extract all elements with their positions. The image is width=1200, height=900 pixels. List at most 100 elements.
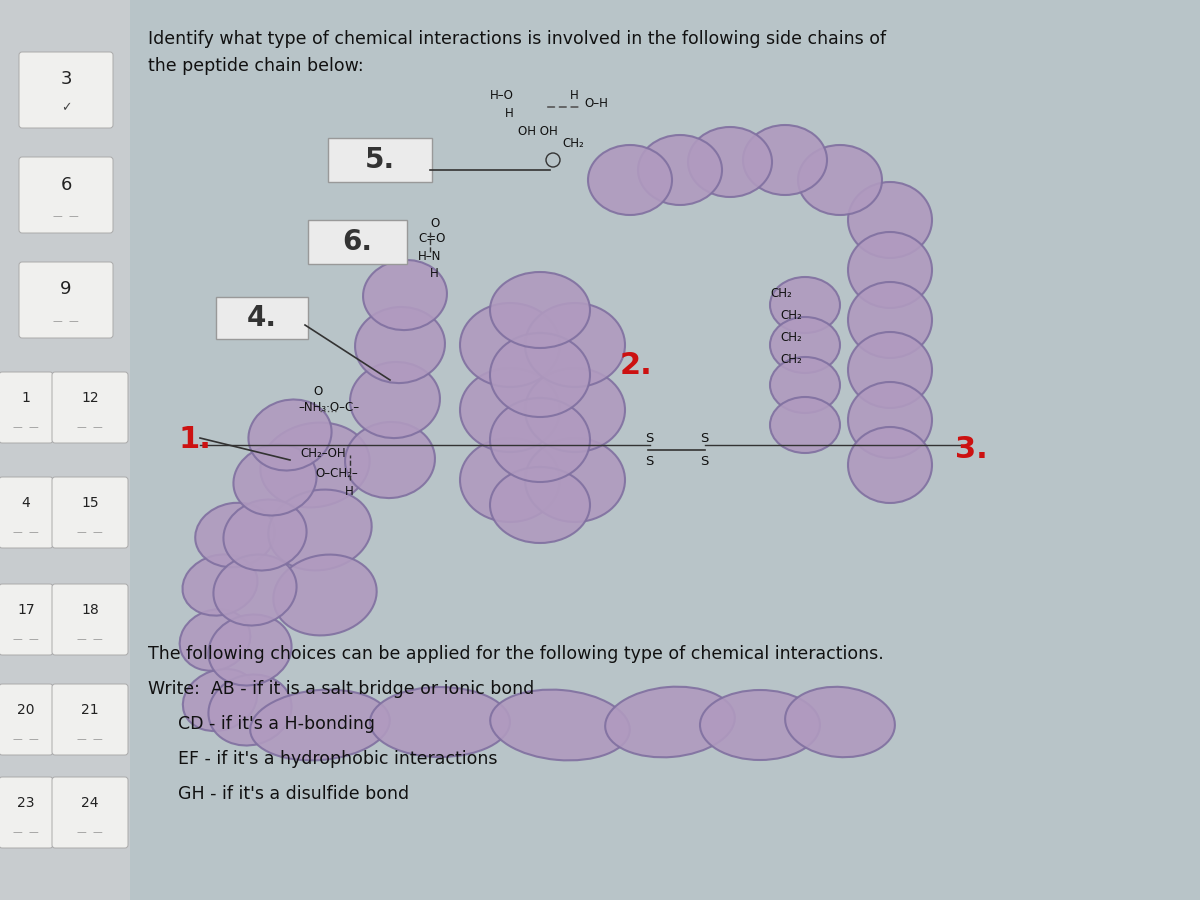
Ellipse shape <box>605 687 734 757</box>
Text: CH₂: CH₂ <box>780 353 802 366</box>
FancyBboxPatch shape <box>52 777 128 848</box>
Ellipse shape <box>490 333 590 417</box>
Ellipse shape <box>214 554 296 626</box>
Text: 24: 24 <box>82 796 98 810</box>
Text: —  —: — — <box>77 527 103 537</box>
Ellipse shape <box>460 368 560 452</box>
Ellipse shape <box>848 382 932 458</box>
Text: CD - if it's a H-bonding: CD - if it's a H-bonding <box>178 715 374 733</box>
Text: CH₂: CH₂ <box>780 309 802 322</box>
Text: 4: 4 <box>22 496 30 509</box>
Text: 3: 3 <box>60 70 72 88</box>
Text: —  —: — — <box>77 734 103 744</box>
Text: S: S <box>646 455 653 468</box>
Ellipse shape <box>209 674 292 745</box>
Text: 12: 12 <box>82 391 98 405</box>
Ellipse shape <box>638 135 722 205</box>
Text: —  —: — — <box>13 422 38 432</box>
Text: —  —: — — <box>77 634 103 644</box>
Text: O: O <box>313 385 323 398</box>
Text: The following choices can be applied for the following type of chemical interact: The following choices can be applied for… <box>148 645 883 663</box>
Text: —  —: — — <box>13 827 38 837</box>
Ellipse shape <box>364 260 446 330</box>
Text: Identify what type of chemical interactions is involved in the following side ch: Identify what type of chemical interacti… <box>148 30 886 48</box>
Text: 15: 15 <box>82 496 98 509</box>
Text: 18: 18 <box>82 603 98 616</box>
Ellipse shape <box>223 500 306 571</box>
Text: S: S <box>700 432 708 445</box>
Ellipse shape <box>848 332 932 408</box>
FancyBboxPatch shape <box>52 372 128 443</box>
Ellipse shape <box>180 609 251 670</box>
Text: H: H <box>346 485 354 498</box>
Text: 21: 21 <box>82 703 98 716</box>
Text: —  —: — — <box>13 734 38 744</box>
Text: —  —: — — <box>53 211 79 221</box>
Text: H: H <box>570 89 578 102</box>
Bar <box>0 0 130 900</box>
Ellipse shape <box>526 438 625 522</box>
Text: H: H <box>505 107 514 120</box>
Text: OH OH: OH OH <box>518 125 558 138</box>
Bar <box>130 0 1200 900</box>
Text: 2.: 2. <box>620 350 653 380</box>
Ellipse shape <box>346 422 434 498</box>
Ellipse shape <box>770 317 840 373</box>
Ellipse shape <box>234 445 317 516</box>
FancyBboxPatch shape <box>52 684 128 755</box>
Text: CH₂: CH₂ <box>562 137 583 150</box>
Ellipse shape <box>250 689 390 760</box>
Text: O–H: O–H <box>584 97 608 110</box>
Ellipse shape <box>490 398 590 482</box>
Ellipse shape <box>248 400 331 471</box>
Ellipse shape <box>770 357 840 413</box>
Text: —  —: — — <box>77 422 103 432</box>
Ellipse shape <box>196 503 275 567</box>
Ellipse shape <box>798 145 882 215</box>
Text: 20: 20 <box>17 703 35 716</box>
Text: H–N: H–N <box>418 250 442 263</box>
Text: –NH₃·O–C–: –NH₃·O–C– <box>298 401 359 414</box>
Text: —  —: — — <box>77 827 103 837</box>
FancyBboxPatch shape <box>0 372 53 443</box>
Text: S: S <box>646 432 653 445</box>
Text: 17: 17 <box>17 603 35 616</box>
Text: H: H <box>430 267 439 280</box>
Ellipse shape <box>526 303 625 387</box>
FancyBboxPatch shape <box>216 297 308 339</box>
Text: —  —: — — <box>13 634 38 644</box>
Text: 6.: 6. <box>342 228 372 256</box>
FancyBboxPatch shape <box>328 138 432 182</box>
Text: 9: 9 <box>60 281 72 299</box>
Ellipse shape <box>770 397 840 453</box>
Text: H–O: H–O <box>490 89 514 102</box>
Text: —  —: — — <box>13 527 38 537</box>
Ellipse shape <box>770 277 840 333</box>
Ellipse shape <box>370 687 510 757</box>
Ellipse shape <box>182 669 257 731</box>
Text: CH₂: CH₂ <box>770 287 792 300</box>
Text: the peptide chain below:: the peptide chain below: <box>148 57 364 75</box>
Ellipse shape <box>848 182 932 258</box>
Ellipse shape <box>182 554 258 616</box>
FancyBboxPatch shape <box>19 157 113 233</box>
Ellipse shape <box>743 125 827 195</box>
Ellipse shape <box>490 467 590 543</box>
Text: EF - if it's a hydrophobic interactions: EF - if it's a hydrophobic interactions <box>178 750 498 768</box>
FancyBboxPatch shape <box>19 262 113 338</box>
Ellipse shape <box>688 127 772 197</box>
Text: 5.: 5. <box>365 146 395 174</box>
FancyBboxPatch shape <box>0 777 53 848</box>
FancyBboxPatch shape <box>0 684 53 755</box>
FancyBboxPatch shape <box>52 584 128 655</box>
Ellipse shape <box>700 690 820 760</box>
Ellipse shape <box>588 145 672 215</box>
Text: CH₂–OH: CH₂–OH <box>300 447 346 460</box>
Ellipse shape <box>848 282 932 358</box>
FancyBboxPatch shape <box>52 477 128 548</box>
FancyBboxPatch shape <box>0 584 53 655</box>
Ellipse shape <box>785 687 895 757</box>
Text: 23: 23 <box>17 796 35 810</box>
FancyBboxPatch shape <box>308 220 407 264</box>
Text: 6: 6 <box>60 176 72 194</box>
